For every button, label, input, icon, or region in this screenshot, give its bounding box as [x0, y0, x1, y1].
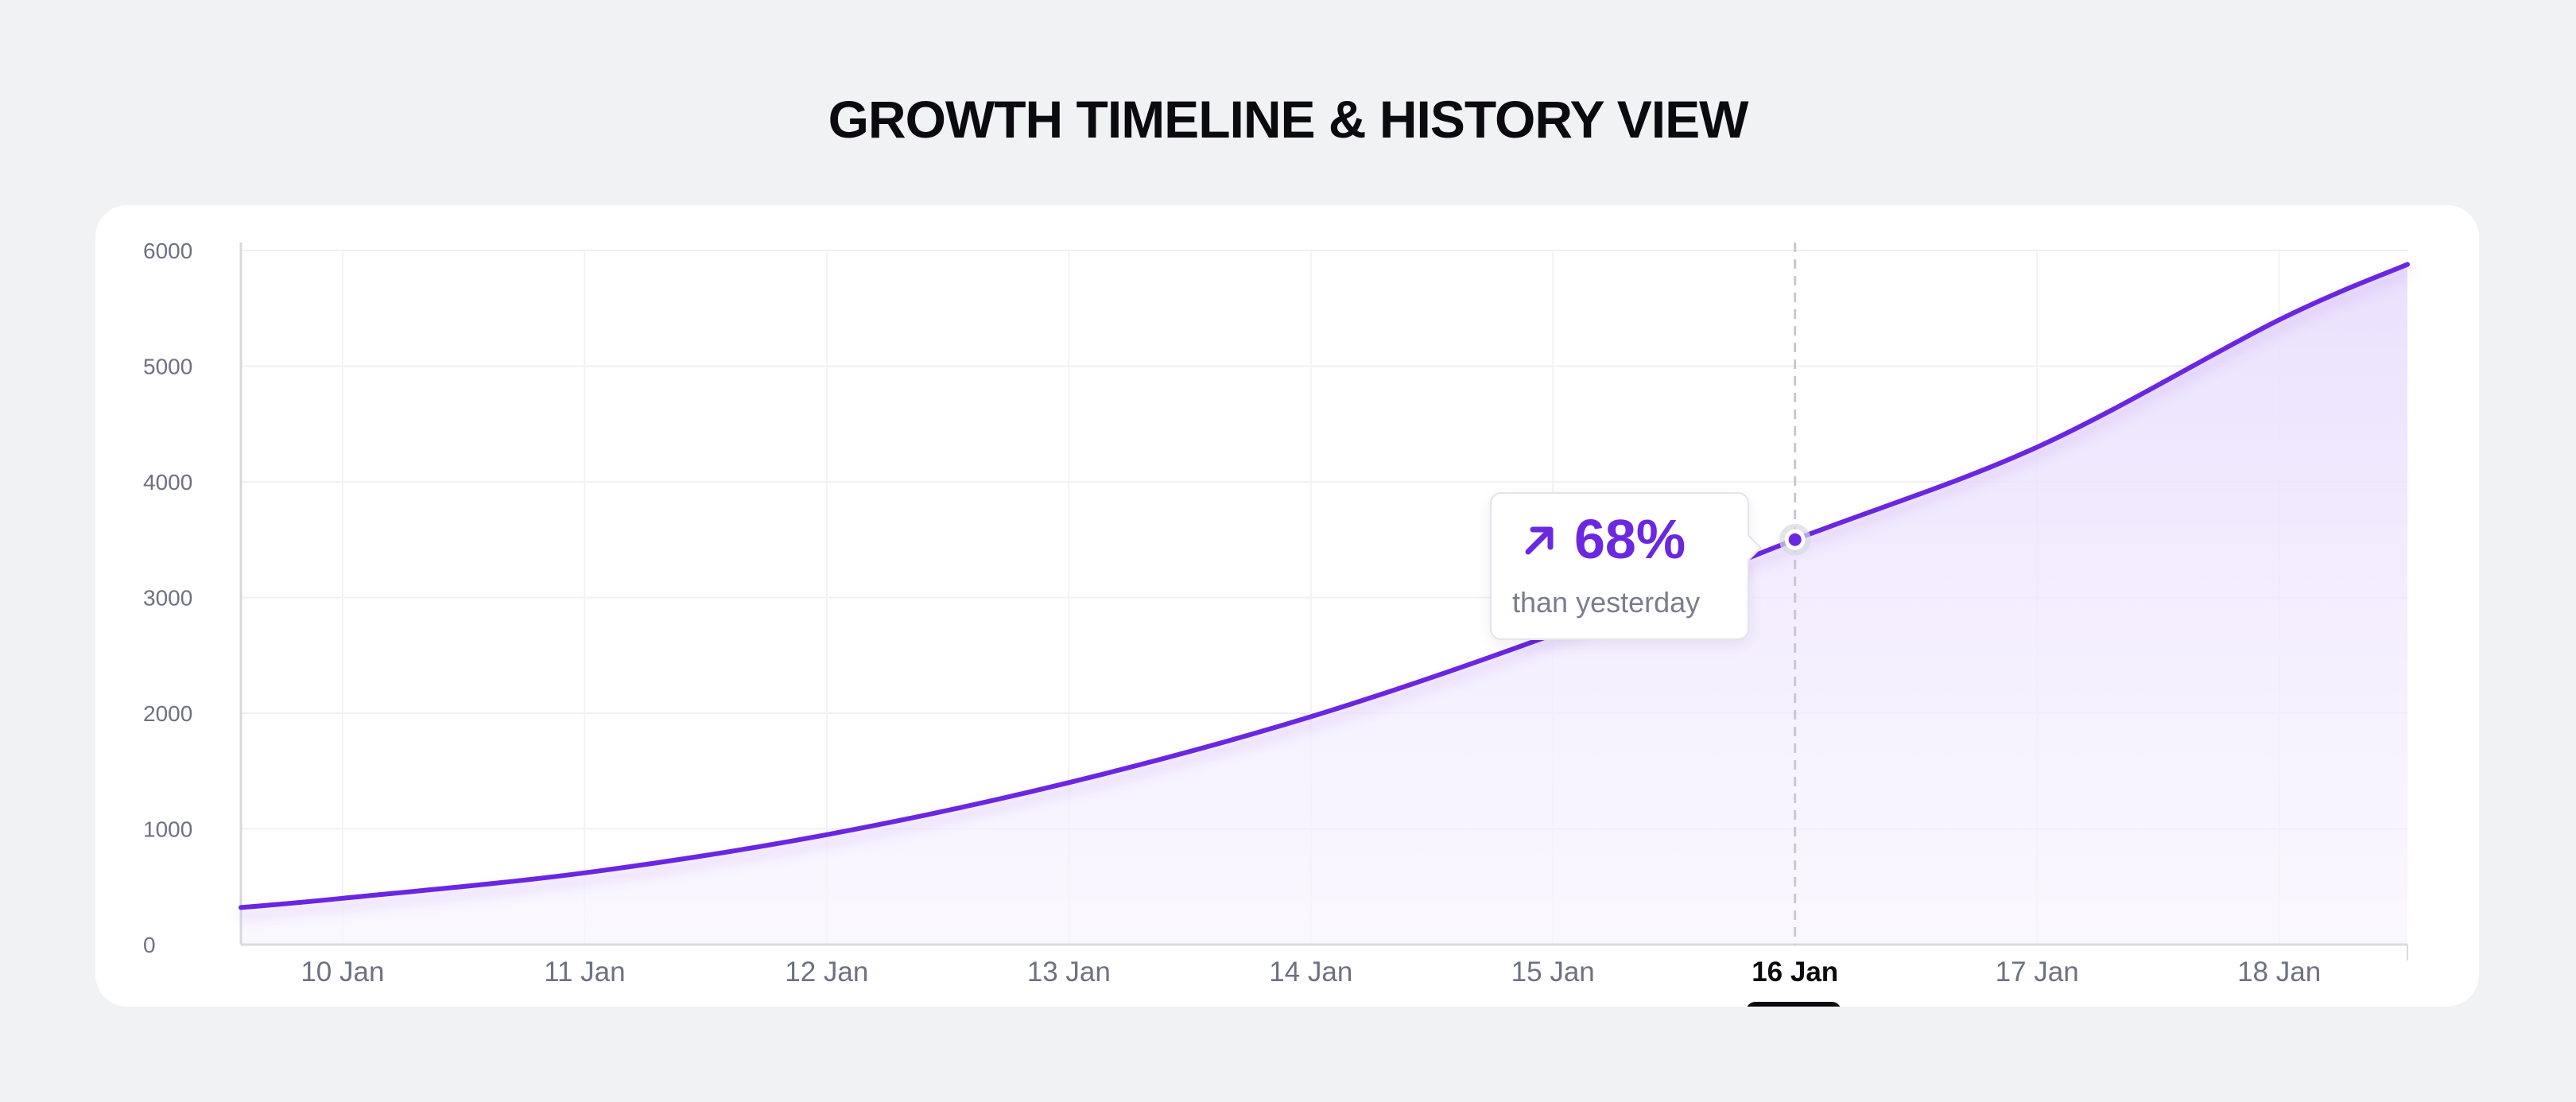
x-tick-label: 11 Jan [544, 956, 626, 988]
x-tick-label: 15 Jan [1511, 956, 1595, 988]
highlight-marker-dot [1788, 533, 1802, 546]
series-line [239, 262, 2410, 910]
tooltip-value: 68% [1574, 508, 1686, 570]
page-title: GROWTH TIMELINE & HISTORY VIEW [828, 90, 1749, 149]
x-tick-label: 16 Jan [1752, 956, 1838, 988]
y-tick-label: 4000 [143, 470, 192, 495]
x-tick-label: 14 Jan [1269, 956, 1352, 988]
x-tick-label: 13 Jan [1027, 956, 1111, 988]
y-tick-label: 5000 [143, 355, 192, 379]
axes [239, 243, 2408, 960]
tooltip-subtitle: than yesterday [1512, 586, 1701, 619]
tooltip: 68% than yesterday [1490, 492, 1762, 640]
series-line-layer [239, 262, 2410, 910]
x-tick-label: 17 Jan [1996, 956, 2079, 988]
x-axis-ticks: 10 Jan 11 Jan 12 Jan 13 Jan 14 Jan 15 Jan 16 J… [301, 956, 2321, 988]
y-tick-label: 1000 [143, 817, 192, 842]
area-fill [241, 264, 2407, 945]
arrow-up-right-icon [1525, 526, 1554, 555]
active-date-indicator [1746, 1002, 1841, 1007]
chart-card: 0 1000 2000 3000 4000 5000 6000 10 Jan 11 Jan 12… [95, 205, 2479, 1007]
growth-chart[interactable]: 0 1000 2000 3000 4000 5000 6000 10 Jan 11 Jan 12… [95, 205, 2479, 1007]
y-tick-label: 2000 [143, 701, 192, 726]
area-fill-layer [241, 264, 2407, 945]
y-tick-label: 6000 [143, 239, 192, 263]
y-tick-label: 3000 [143, 586, 192, 611]
x-tick-label: 10 Jan [301, 956, 384, 988]
highlight-layer [1779, 243, 1811, 945]
x-tick-label: 12 Jan [785, 956, 868, 988]
x-tick-label: 18 Jan [2237, 956, 2321, 988]
tooltip-value-row: 68% [1520, 511, 1686, 567]
y-tick-label: 0 [143, 933, 156, 957]
y-axis-ticks: 0 1000 2000 3000 4000 5000 6000 [143, 239, 192, 957]
